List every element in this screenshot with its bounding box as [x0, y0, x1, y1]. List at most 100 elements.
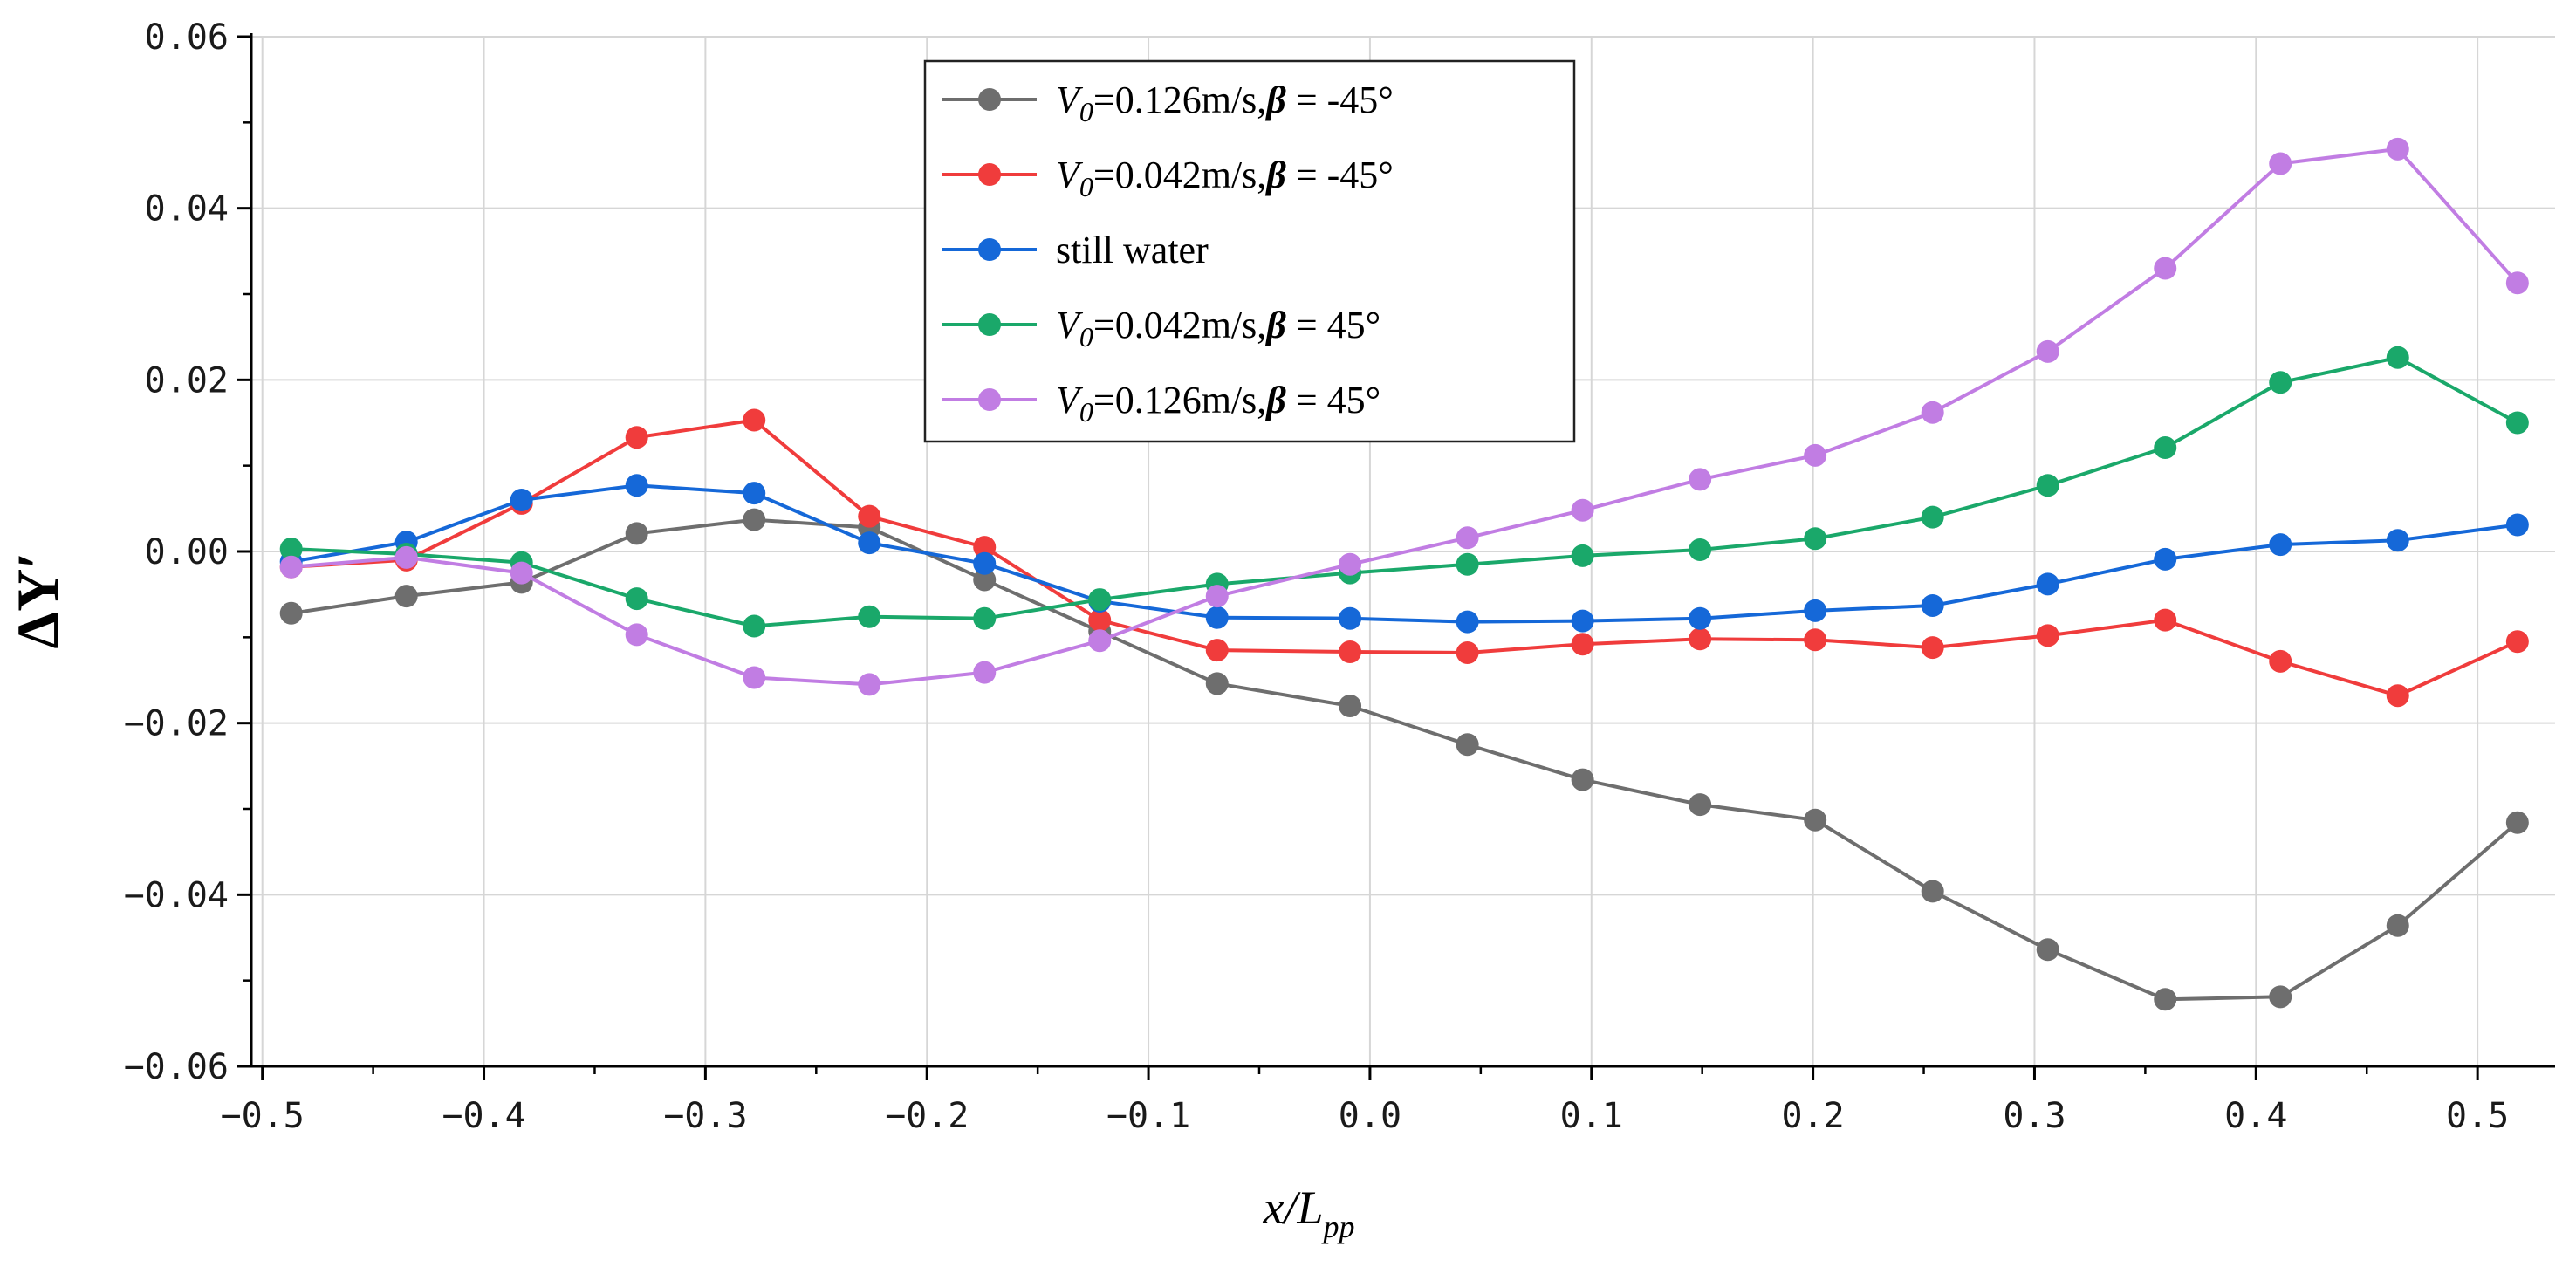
- data-point: [279, 555, 303, 579]
- data-point: [625, 426, 648, 449]
- legend-beta-symbol: β: [1264, 154, 1286, 196]
- data-point: [1804, 527, 1827, 551]
- data-point: [2036, 339, 2059, 363]
- data-point: [510, 489, 533, 511]
- data-point: [2505, 513, 2529, 537]
- y-axis-title: ΔY′: [4, 552, 71, 649]
- data-point: [743, 408, 766, 432]
- data-point: [743, 482, 766, 505]
- y-tick-label: 0.04: [145, 189, 229, 229]
- legend-velocity-value: =0.042m/s,: [1093, 154, 1266, 196]
- legend-marker: [978, 88, 1001, 111]
- data-point: [510, 561, 533, 585]
- data-point: [625, 587, 648, 611]
- y-tick-label: −0.06: [124, 1047, 229, 1087]
- data-point: [1339, 606, 1362, 630]
- data-point: [2386, 914, 2409, 937]
- data-point: [2269, 649, 2292, 673]
- data-point: [1689, 627, 1712, 651]
- data-point: [1571, 633, 1594, 656]
- legend-label: still water: [1056, 229, 1209, 271]
- x-tick-label: −0.4: [442, 1096, 525, 1136]
- x-tick-label: −0.5: [221, 1096, 305, 1136]
- legend-entry: V0=0.042m/s,β = -45°: [942, 154, 1394, 202]
- data-point: [973, 606, 997, 630]
- data-point: [1571, 498, 1594, 522]
- data-point: [1571, 768, 1594, 791]
- legend-velocity-value: =0.042m/s,: [1093, 304, 1266, 346]
- data-point: [394, 545, 418, 569]
- data-point: [1339, 695, 1362, 717]
- data-point: [973, 661, 997, 684]
- data-point: [1571, 544, 1594, 567]
- legend-velocity-symbol: V: [1056, 79, 1084, 121]
- legend-beta-symbol: β: [1264, 379, 1286, 421]
- data-point: [2036, 938, 2059, 962]
- data-point: [1088, 588, 1112, 612]
- data-point: [973, 551, 997, 575]
- data-point: [2036, 474, 2059, 497]
- data-point: [2505, 411, 2529, 435]
- data-point: [2154, 547, 2177, 571]
- legend-beta-symbol: β: [1264, 304, 1286, 346]
- data-point: [2505, 271, 2529, 295]
- data-point: [858, 605, 881, 628]
- x-axis-title-subscript: pp: [1321, 1209, 1355, 1244]
- data-point: [394, 585, 418, 608]
- data-point: [1921, 636, 1944, 660]
- data-point: [1804, 599, 1827, 622]
- data-point: [2386, 684, 2409, 708]
- legend: V0=0.126m/s,β = -45°V0=0.042m/s,β = -45°…: [923, 59, 1576, 443]
- data-point: [625, 522, 648, 545]
- data-point: [2036, 624, 2059, 647]
- data-point: [2505, 811, 2529, 834]
- data-point: [1456, 552, 1479, 576]
- x-tick-label: 0.1: [1560, 1096, 1623, 1136]
- x-tick-label: 0.2: [1781, 1096, 1844, 1136]
- data-point: [1689, 468, 1712, 491]
- x-axis-title: x/Lpp: [1262, 1181, 1354, 1244]
- data-point: [1804, 628, 1827, 652]
- legend-velocity-subscript: 0: [1079, 171, 1093, 202]
- x-tick-label: 0.0: [1339, 1096, 1401, 1136]
- data-point: [2154, 988, 2177, 1011]
- data-point: [2154, 257, 2177, 280]
- data-point: [625, 474, 648, 497]
- data-point: [858, 531, 881, 555]
- legend-marker: [978, 313, 1001, 336]
- data-point: [1205, 639, 1229, 662]
- y-tick-label: 0.02: [145, 360, 229, 401]
- data-point: [1088, 608, 1112, 632]
- x-tick-label: −0.3: [663, 1096, 747, 1136]
- data-point: [1921, 593, 1944, 617]
- legend-velocity-symbol: V: [1056, 379, 1084, 421]
- legend-angle-value: = 45°: [1286, 379, 1380, 421]
- data-point: [2269, 152, 2292, 175]
- data-point: [1456, 641, 1479, 665]
- data-point: [1339, 552, 1362, 576]
- legend-beta-symbol: β: [1264, 79, 1286, 121]
- legend-velocity-symbol: V: [1056, 154, 1084, 196]
- data-point: [2386, 137, 2409, 161]
- legend-entry: still water: [942, 229, 1209, 271]
- data-point: [1205, 585, 1229, 608]
- data-point: [1571, 609, 1594, 633]
- legend-velocity-value: =0.126m/s,: [1093, 79, 1266, 121]
- legend-entry: V0=0.126m/s,β = 45°: [942, 379, 1380, 428]
- series-line: [291, 517, 2519, 1002]
- data-point: [1456, 733, 1479, 757]
- legend-marker: [978, 163, 1001, 186]
- legend-entry: V0=0.042m/s,β = 45°: [942, 304, 1380, 353]
- data-point: [1205, 672, 1229, 695]
- series-line: [291, 418, 2518, 698]
- x-axis-title-main: x/L: [1262, 1181, 1323, 1234]
- data-point: [279, 538, 303, 561]
- data-point: [858, 504, 881, 528]
- legend-label: V0=0.042m/s,β = 45°: [1056, 304, 1380, 353]
- series-line: [291, 147, 2519, 687]
- legend-angle-value: = 45°: [1286, 304, 1380, 346]
- data-point: [973, 568, 997, 592]
- data-point: [743, 614, 766, 638]
- data-point: [1456, 610, 1479, 634]
